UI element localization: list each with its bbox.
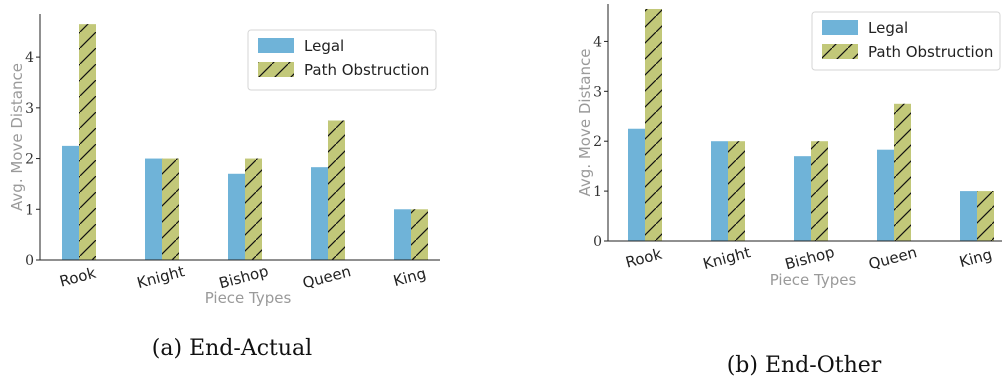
x-tick-label-rook: Rook: [58, 264, 98, 291]
x-tick-label-bishop: Bishop: [783, 243, 836, 273]
legend-swatch-hatch: [822, 44, 858, 59]
legend-label-legal: Legal: [304, 37, 344, 55]
x-tick-label-king: King: [391, 264, 428, 290]
x-tick-label-queen: Queen: [867, 243, 919, 273]
bar-hatch-rook: [645, 8, 662, 242]
bar-hatch-king: [411, 209, 428, 260]
bar-legal-knight: [711, 141, 728, 241]
figure-caption: (a) End-Actual: [152, 336, 312, 361]
bar-legal-bishop: [794, 156, 811, 241]
bar-hatch-king: [977, 191, 994, 241]
bar-hatch-rook: [79, 24, 96, 260]
y-axis-label: Avg. Move Distance: [8, 63, 26, 211]
bar-legal-queen: [311, 167, 328, 260]
bar-legal-bishop: [228, 173, 245, 260]
y-tick-label: 3: [25, 101, 34, 117]
legend-box: [247, 29, 437, 91]
bar-hatch-bishop: [245, 158, 262, 260]
bar-hatch-queen: [328, 120, 345, 260]
legend-swatch-legal: [258, 38, 294, 53]
bar-hatch-queen: [894, 103, 911, 241]
bar-legal-queen: [877, 149, 894, 241]
y-axis-label: Avg. Move Distance: [576, 49, 594, 197]
bar-legal-king: [960, 191, 977, 241]
x-tick-label-queen: Queen: [301, 262, 353, 292]
legend-label-legal: Legal: [868, 19, 908, 37]
bar-hatch-bishop: [811, 141, 828, 241]
x-tick-label-king: King: [957, 245, 994, 271]
legend-swatch-hatch: [258, 62, 294, 77]
x-tick-label-knight: Knight: [135, 262, 187, 292]
bar-legal-knight: [145, 158, 162, 260]
y-tick-label: 3: [593, 84, 602, 100]
bar-hatch-knight: [162, 158, 179, 260]
y-tick-label: 2: [593, 134, 602, 150]
x-axis-label: Piece Types: [205, 289, 292, 307]
x-axis-label: Piece Types: [770, 271, 857, 289]
y-tick-label: 0: [593, 234, 602, 250]
x-tick-label-bishop: Bishop: [217, 262, 270, 292]
legend-box: [811, 11, 1001, 71]
legend-label-path-obstruction: Path Obstruction: [304, 61, 429, 79]
y-tick-label: 1: [593, 184, 602, 200]
legend-label-path-obstruction: Path Obstruction: [868, 43, 993, 61]
bar-legal-king: [394, 209, 411, 260]
legend-swatch-legal: [822, 20, 858, 35]
bar-legal-rook: [628, 128, 645, 241]
bar-hatch-knight: [728, 141, 745, 241]
figure-caption: (b) End-Other: [727, 353, 882, 376]
bar-legal-rook: [62, 145, 79, 260]
x-tick-label-knight: Knight: [701, 243, 753, 273]
y-tick-label: 4: [593, 34, 602, 50]
y-tick-label: 1: [25, 202, 34, 218]
y-tick-label: 0: [25, 253, 34, 269]
y-tick-label: 4: [25, 50, 34, 66]
x-tick-label-rook: Rook: [624, 245, 664, 272]
y-tick-label: 2: [25, 152, 34, 168]
